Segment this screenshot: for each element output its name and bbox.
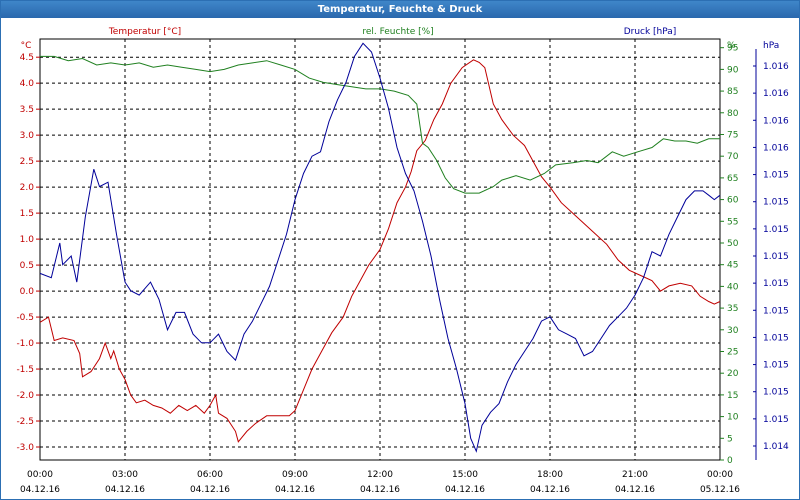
- left-tick-label: 3.5: [20, 105, 34, 115]
- x-tick-label-time: 12:00: [367, 470, 393, 480]
- pressure-tick-label: 1.015: [763, 252, 789, 262]
- series-line: [39, 42, 721, 453]
- x-tick-label-time: 09:00: [282, 470, 308, 480]
- left-tick-label: 1.0: [20, 235, 35, 245]
- pressure-tick-label: 1.016: [763, 143, 789, 153]
- x-tick-label-time: 21:00: [622, 470, 648, 480]
- x-tick-label-date: 05.12.16: [700, 485, 740, 495]
- series-label: rel. Feuchte [%]: [362, 27, 433, 37]
- right-axis-unit: %: [727, 41, 736, 51]
- pressure-tick-label: 1.015: [763, 388, 789, 398]
- x-tick-label-date: 04.12.16: [20, 485, 60, 495]
- left-tick-label: -2.5: [16, 417, 34, 427]
- right-tick-label: 0: [727, 456, 733, 466]
- right-tick-label: 45: [727, 261, 738, 271]
- right-tick-label: 15: [727, 391, 738, 401]
- pressure-tick-label: 1.015: [763, 171, 789, 181]
- series-label: Temperatur [°C]: [108, 27, 181, 37]
- right-tick-label: 85: [727, 87, 738, 97]
- series-label: Druck [hPa]: [624, 27, 677, 37]
- left-tick-label: -3.0: [16, 443, 34, 453]
- right-tick-label: 50: [727, 239, 739, 249]
- right-tick-label: 60: [727, 196, 739, 206]
- left-tick-label: -2.0: [16, 391, 34, 401]
- right-tick-label: 70: [727, 152, 739, 162]
- series-line: [40, 55, 720, 194]
- x-tick-label-time: 06:00: [197, 470, 223, 480]
- x-tick-label-date: 04.12.16: [275, 485, 315, 495]
- left-tick-label: 3.0: [20, 131, 35, 141]
- pressure-tick-label: 1.015: [763, 279, 789, 289]
- right-tick-label: 35: [727, 304, 738, 314]
- pressure-tick-label: 1.015: [763, 225, 789, 235]
- pressure-tick-label: 1.016: [763, 116, 789, 126]
- x-tick-label-time: 18:00: [537, 470, 563, 480]
- left-axis-unit: °C: [21, 41, 32, 51]
- right-tick-label: 30: [727, 326, 739, 336]
- window-title: Temperatur, Feuchte & Druck: [1, 1, 799, 18]
- right-tick-label: 65: [727, 174, 738, 184]
- right-tick-label: 20: [727, 369, 739, 379]
- right-tick-label: 90: [727, 65, 739, 75]
- right-tick-label: 40: [727, 282, 739, 292]
- right-tick-label: 25: [727, 347, 738, 357]
- x-tick-label-date: 04.12.16: [445, 485, 485, 495]
- pressure-tick-label: 1.015: [763, 198, 789, 208]
- pressure-axis-unit: hPa: [763, 41, 779, 51]
- left-tick-label: 2.5: [20, 157, 34, 167]
- x-tick-label-time: 00:00: [707, 470, 733, 480]
- x-tick-label-date: 04.12.16: [105, 485, 145, 495]
- left-tick-label: 2.0: [20, 183, 35, 193]
- left-tick-label: 1.5: [20, 209, 34, 219]
- right-tick-label: 75: [727, 130, 738, 140]
- x-tick-label-date: 04.12.16: [615, 485, 655, 495]
- x-tick-label-time: 00:00: [27, 470, 53, 480]
- series-line: [39, 59, 721, 443]
- left-tick-label: 4.5: [20, 53, 34, 63]
- pressure-tick-label: 1.015: [763, 415, 789, 425]
- right-tick-label: 55: [727, 217, 738, 227]
- x-tick-label-time: 15:00: [452, 470, 478, 480]
- right-tick-label: 5: [727, 434, 733, 444]
- x-tick-label-date: 04.12.16: [530, 485, 570, 495]
- pressure-tick-label: 1.014: [763, 442, 789, 452]
- left-tick-label: -1.5: [16, 365, 34, 375]
- left-tick-label: 0.0: [20, 287, 35, 297]
- x-tick-label-date: 04.12.16: [190, 485, 230, 495]
- pressure-tick-label: 1.016: [763, 62, 789, 72]
- right-tick-label: 80: [727, 109, 739, 119]
- left-tick-label: 4.0: [20, 79, 35, 89]
- pressure-tick-label: 1.016: [763, 89, 789, 99]
- right-tick-label: 95: [727, 44, 738, 54]
- x-tick-label-date: 04.12.16: [360, 485, 400, 495]
- right-tick-label: 10: [727, 413, 739, 423]
- x-tick-label-time: 03:00: [112, 470, 138, 480]
- left-tick-label: -0.5: [16, 313, 34, 323]
- pressure-tick-label: 1.015: [763, 306, 789, 316]
- pressure-tick-label: 1.015: [763, 333, 789, 343]
- left-tick-label: -1.0: [16, 339, 34, 349]
- left-tick-label: 0.5: [20, 261, 34, 271]
- pressure-tick-label: 1.015: [763, 361, 789, 371]
